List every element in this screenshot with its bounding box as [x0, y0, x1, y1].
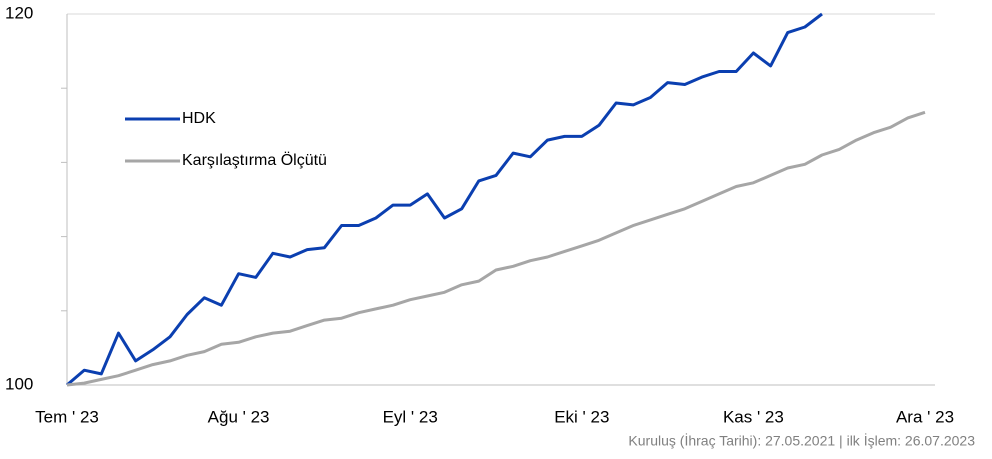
x-tick-label: Kas ' 23 [723, 407, 784, 426]
legend-label: Karşılaştırma Ölçütü [182, 151, 327, 169]
x-tick-label: Eyl ' 23 [383, 407, 438, 426]
y-tick-label: 120 [5, 3, 33, 22]
series-line [66, 12, 823, 387]
y-tick-label: 100 [5, 374, 33, 393]
x-tick-label: Tem ' 23 [35, 407, 99, 426]
footnote: Kuruluş (İhraç Tarihi): 27.05.2021 | ilk… [628, 432, 975, 449]
series-line [66, 110, 926, 387]
x-tick-label: Ara ' 23 [896, 407, 954, 426]
x-tick-label: Ağu ' 23 [208, 407, 270, 426]
legend-label: HDK [182, 110, 216, 127]
x-tick-label: Eki ' 23 [554, 407, 609, 426]
